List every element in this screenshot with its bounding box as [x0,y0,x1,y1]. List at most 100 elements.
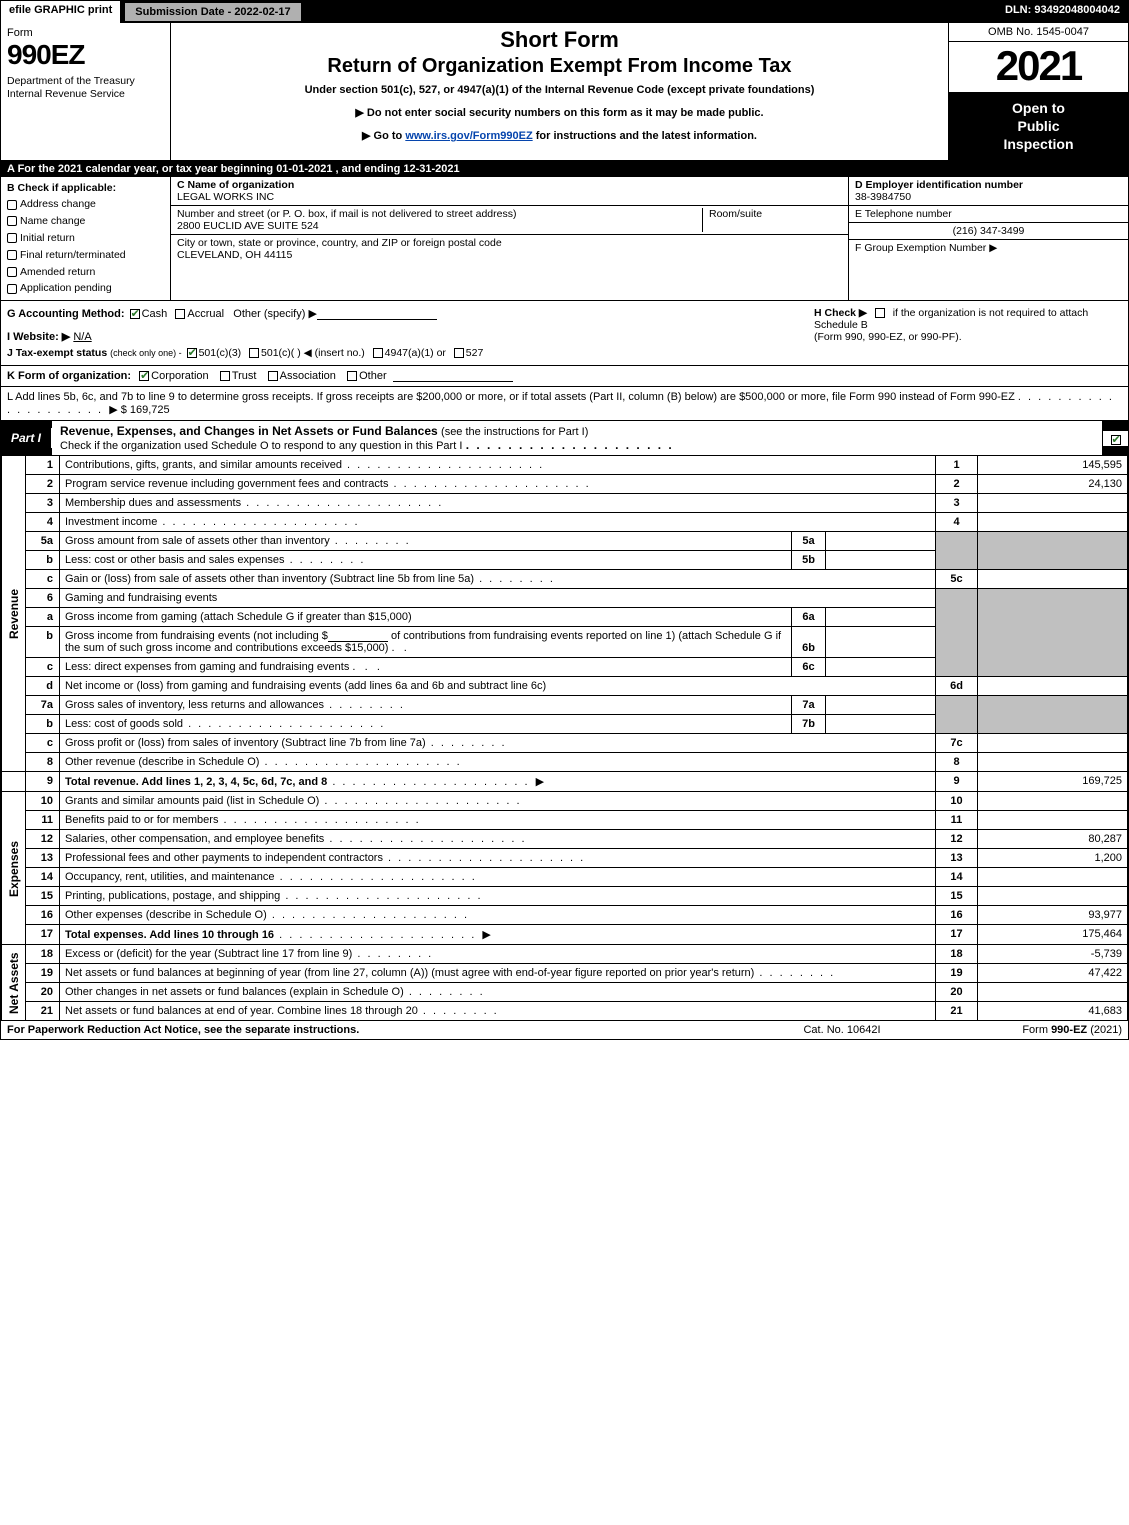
l7ab-gap-val [978,696,1128,734]
l6d-val [978,677,1128,696]
l13-no: 13 [26,849,60,868]
chk-association[interactable] [268,371,278,381]
paperwork-notice: For Paperwork Reduction Act Notice, see … [7,1024,742,1036]
l6b-desc: Gross income from fundraising events (no… [60,627,792,658]
l1-no: 1 [26,456,60,475]
l8-val [978,753,1128,772]
l3-desc: Membership dues and assessments [60,494,936,513]
chk-accrual[interactable] [175,309,185,319]
line-6d: d Net income or (loss) from gaming and f… [2,677,1128,696]
under-section-text: Under section 501(c), 527, or 4947(a)(1)… [177,84,942,96]
chk-schedule-b[interactable] [875,308,885,318]
line-18: Net Assets 18 Excess or (deficit) for th… [2,945,1128,964]
l5a-minival [826,532,936,551]
chk-corporation[interactable] [139,371,149,381]
l21-num: 21 [936,1002,978,1021]
section-d: D Employer identification number 38-3984… [849,177,1128,206]
chk-application-pending[interactable]: Application pending [7,280,164,297]
l6c-desc: Less: direct expenses from gaming and fu… [60,658,792,677]
l15-num: 15 [936,887,978,906]
l5b-desc: Less: cost or other basis and sales expe… [60,551,792,570]
row-a-calendar-year: A For the 2021 calendar year, or tax yea… [1,161,1128,177]
opt-501c3: 501(c)(3) [199,347,242,359]
part-1-table: Revenue 1 Contributions, gifts, grants, … [1,455,1128,1021]
l9-val: 169,725 [978,772,1128,792]
irs-link[interactable]: www.irs.gov/Form990EZ [405,130,532,142]
line-12: 12 Salaries, other compensation, and emp… [2,830,1128,849]
part-1-tab: Part I [1,428,52,448]
chk-final-return[interactable]: Final return/terminated [7,247,164,264]
part-1-title-text: Revenue, Expenses, and Changes in Net As… [60,424,438,438]
l4-desc: Investment income [60,513,936,532]
l5ab-gap [936,532,978,570]
l19-num: 19 [936,964,978,983]
chk-schedule-o-part1[interactable] [1111,435,1121,445]
short-form-title: Short Form [177,27,942,53]
chk-other-org[interactable] [347,371,357,381]
line-17: 17 Total expenses. Add lines 10 through … [2,925,1128,945]
part-1-checkbox-cell [1102,431,1128,446]
l6c-mini: 6c [792,658,826,677]
chk-address-change[interactable]: Address change [7,196,164,213]
h-pre: H Check ▶ [814,307,867,319]
section-b-to-f: B Check if applicable: Address change Na… [1,177,1128,302]
chk-527[interactable] [454,348,464,358]
l9-num: 9 [936,772,978,792]
l5b-mini: 5b [792,551,826,570]
l17-num: 17 [936,925,978,945]
chk-trust[interactable] [220,371,230,381]
bullet-goto: ▶ Go to www.irs.gov/Form990EZ for instru… [177,129,942,142]
l10-num: 10 [936,792,978,811]
part-1-header: Part I Revenue, Expenses, and Changes in… [1,421,1128,455]
line-6: 6 Gaming and fundraising events [2,589,1128,608]
row-g-h: G Accounting Method: Cash Accrual Other … [1,301,1128,345]
line-19: 19 Net assets or fund balances at beginn… [2,964,1128,983]
l8-desc: Other revenue (describe in Schedule O) [60,753,936,772]
chk-initial-return[interactable]: Initial return [7,230,164,247]
l3-no: 3 [26,494,60,513]
line-4: 4 Investment income 4 [2,513,1128,532]
other-label: Other (specify) ▶ [233,308,317,320]
l7b-desc: Less: cost of goods sold [60,715,792,734]
l5c-no: c [26,570,60,589]
section-b-header: B Check if applicable: [7,180,164,197]
l15-val [978,887,1128,906]
chk-amended-return[interactable]: Amended return [7,264,164,281]
l18-desc: Excess or (deficit) for the year (Subtra… [60,945,936,964]
l7a-minival [826,696,936,715]
ein-value: 38-3984750 [855,191,1122,203]
city-value: CLEVELAND, OH 44115 [177,249,842,261]
l5c-num: 5c [936,570,978,589]
chk-4947[interactable] [373,348,383,358]
l-text: L Add lines 5b, 6c, and 7b to line 9 to … [7,391,1015,403]
chk-501c[interactable] [249,348,259,358]
l20-no: 20 [26,983,60,1002]
bullet2-pre: ▶ Go to [362,130,405,142]
line-20: 20 Other changes in net assets or fund b… [2,983,1128,1002]
row-l: L Add lines 5b, 6c, and 7b to line 9 to … [1,387,1128,421]
l18-num: 18 [936,945,978,964]
j-label: J Tax-exempt status [7,347,107,359]
opt-corporation: Corporation [151,370,208,382]
l7a-mini: 7a [792,696,826,715]
l6abc-gap [936,589,978,677]
l5a-no: 5a [26,532,60,551]
l6d-desc: Net income or (loss) from gaming and fun… [60,677,936,696]
g-label: G Accounting Method: [7,308,125,320]
tax-year: 2021 [949,42,1128,93]
form-990ez-page: efile GRAPHIC print Submission Date - 20… [0,0,1129,1040]
l11-num: 11 [936,811,978,830]
city-label: City or town, state or province, country… [177,237,842,249]
l7ab-gap [936,696,978,734]
chk-name-change[interactable]: Name change [7,213,164,230]
l6abc-gap-val [978,589,1128,677]
form-header: Form 990EZ Department of the Treasury In… [1,23,1128,161]
l18-no: 18 [26,945,60,964]
l7b-minival [826,715,936,734]
chk-cash[interactable] [130,309,140,319]
lbl-final-return: Final return/terminated [20,249,126,261]
chk-501c3[interactable] [187,348,197,358]
lbl-application-pending: Application pending [20,282,112,294]
insert-no: ◀ (insert no.) [304,347,365,359]
lbl-name-change: Name change [20,215,85,227]
